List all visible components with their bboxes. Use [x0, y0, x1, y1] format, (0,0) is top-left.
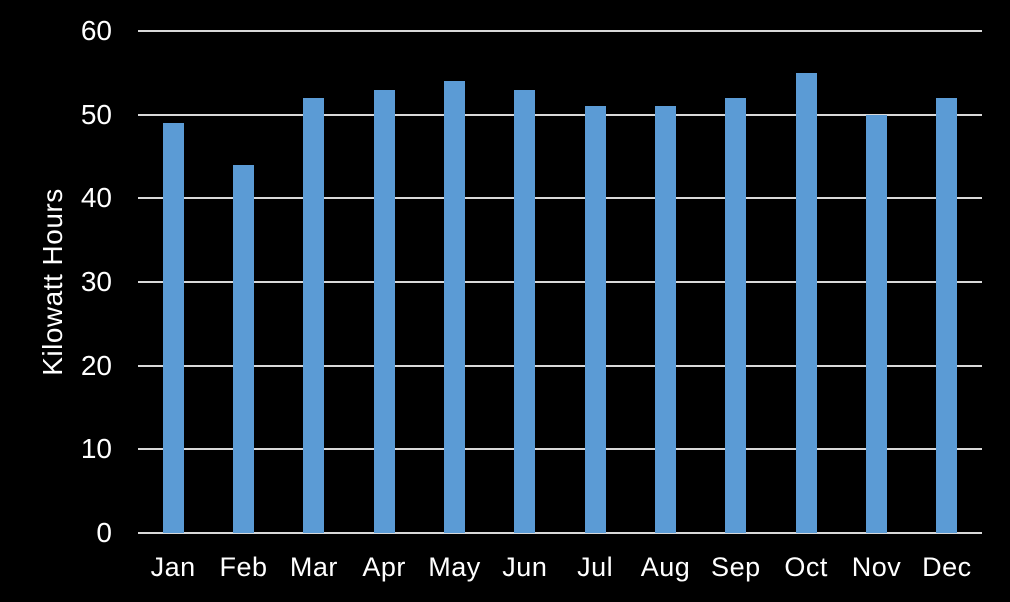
x-label-dec: Dec [922, 552, 972, 582]
x-label-feb: Feb [219, 552, 268, 582]
y-tick-label-10: 10 [80, 433, 112, 465]
x-label-aug: Aug [640, 552, 691, 582]
bar-dec [936, 97, 958, 533]
bar-oct [795, 72, 817, 533]
x-label-apr: Apr [362, 552, 406, 582]
y-tick-label-50: 50 [80, 98, 112, 130]
gridline-20 [138, 364, 982, 367]
y-tick-label-20: 20 [80, 349, 112, 381]
gridline-40 [138, 197, 982, 200]
bar-aug [655, 106, 676, 533]
x-label-jun: Jun [502, 552, 548, 582]
x-label-jul: Jul [577, 552, 614, 582]
y-tick-label-0: 0 [96, 517, 112, 548]
bar-mar [303, 97, 325, 533]
y-tick-label-30: 30 [80, 266, 112, 297]
gridline-60 [138, 30, 982, 32]
x-label-oct: Oct [784, 552, 828, 582]
y-tick-label-60: 60 [80, 15, 112, 46]
bar-feb [233, 164, 254, 533]
bar-jun [514, 89, 536, 533]
x-label-jan: Jan [150, 552, 196, 582]
bar-may [444, 81, 465, 533]
bar-sep [725, 97, 747, 533]
x-label-sep: Sep [711, 552, 761, 582]
gridline-50 [138, 113, 982, 116]
gridline-30 [138, 281, 982, 283]
x-label-nov: Nov [851, 552, 902, 582]
bar-jan [162, 123, 184, 533]
bar-jul [584, 106, 606, 533]
y-tick-label-40: 40 [80, 182, 112, 214]
gridline-0 [138, 532, 982, 534]
x-label-mar: Mar [289, 552, 338, 582]
x-label-may: May [428, 552, 481, 582]
bar-apr [373, 89, 395, 533]
bar-nov [866, 114, 887, 533]
gridline-10 [138, 448, 982, 451]
